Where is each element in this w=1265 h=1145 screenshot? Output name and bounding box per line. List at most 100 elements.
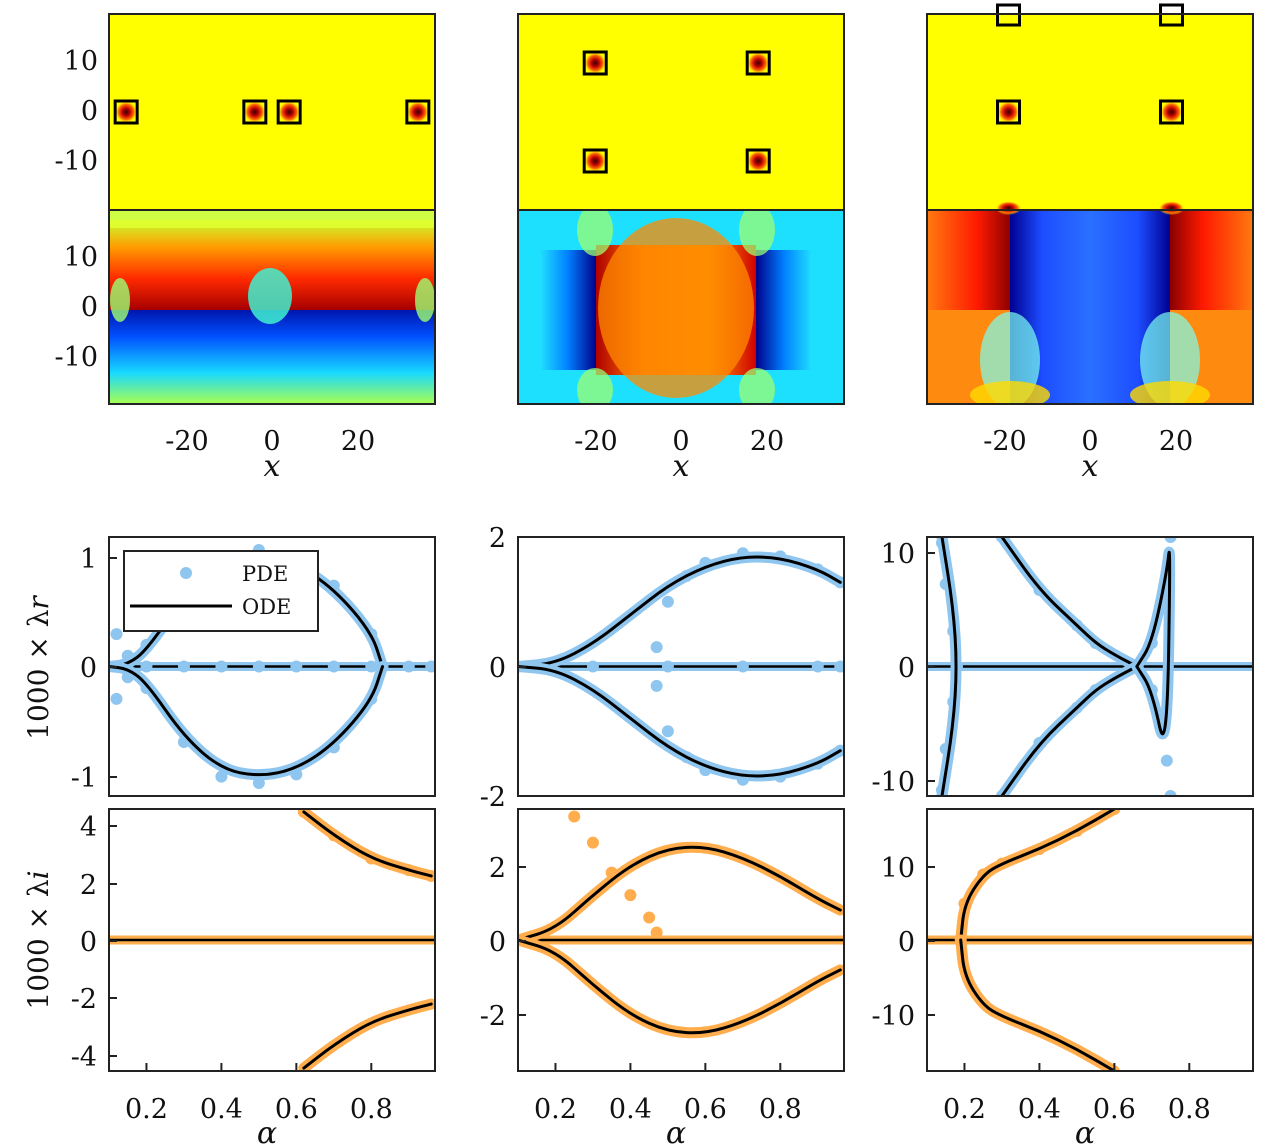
xtick-label: 0.8 <box>350 1094 393 1125</box>
xlabel-alpha: α <box>257 1116 277 1145</box>
legend-ode-label: ODE <box>242 595 291 619</box>
vortex-core-edge <box>995 201 1022 215</box>
xtick-c2-0: 0 <box>672 426 689 457</box>
ytick-label: 10 <box>881 539 915 570</box>
pde-point <box>650 926 663 939</box>
vortex-box <box>113 99 139 125</box>
vortex-box <box>582 148 608 174</box>
xtick-c3-20: 20 <box>1159 426 1193 457</box>
pde-point <box>215 660 228 673</box>
plot-real-3: 10 0 -10 <box>872 536 1254 798</box>
ytick-density-neg10: -10 <box>55 146 98 177</box>
vortex-core <box>747 52 770 74</box>
ode-branch-line <box>959 809 1116 942</box>
density-panels <box>109 14 1253 210</box>
ytick-label: 0 <box>80 653 97 684</box>
vortex-core <box>243 101 266 123</box>
xtick-label: 0.4 <box>609 1094 652 1125</box>
xtick-label: 0.4 <box>1018 1094 1061 1125</box>
pde-point <box>811 660 824 673</box>
ode-branch-line <box>518 665 842 778</box>
ytick-label: 2 <box>489 853 506 884</box>
ytick-label: -4 <box>71 1042 97 1073</box>
ytick-label: 10 <box>881 853 915 884</box>
ytick-phase-10: 10 <box>64 242 98 273</box>
phase-panel-1 <box>109 210 435 404</box>
ytick-label: 0 <box>80 927 97 958</box>
plot-real-2: 2 0 -2 <box>480 523 845 813</box>
ode-branch-line <box>1135 551 1172 736</box>
ytick-label: 1 <box>80 544 97 575</box>
pde-point <box>661 660 674 673</box>
pde-point <box>661 725 674 738</box>
ytick-label: 0 <box>489 927 506 958</box>
pde-point <box>834 660 844 673</box>
ode-branch-line <box>1000 665 1139 796</box>
ytick-label: 0 <box>898 653 915 684</box>
ode-branch-line-mirror <box>302 1002 433 1070</box>
density-panel-1 <box>109 14 435 210</box>
vortex-box <box>405 99 431 125</box>
density-panel-2 <box>518 14 844 210</box>
pde-point <box>650 641 663 654</box>
xtick-c3-0: 0 <box>1081 426 1098 457</box>
ode-branch-line <box>940 537 958 796</box>
xtick-label: 0.2 <box>125 1094 168 1125</box>
vortex-box <box>745 148 771 174</box>
xtick-c3-neg20: -20 <box>983 426 1026 457</box>
vortex-core <box>406 101 429 123</box>
pde-point <box>365 660 378 673</box>
ytick-density-0: 0 <box>81 96 98 127</box>
ode-branch-line <box>302 810 433 878</box>
pde-point <box>110 628 123 641</box>
xtick-label: 0.2 <box>534 1094 577 1125</box>
phase-panel-3 <box>927 210 1253 404</box>
vortex-core <box>997 101 1020 123</box>
vortex-core <box>115 101 138 123</box>
ytick-phase-0: 0 <box>81 292 98 323</box>
vortex-markers <box>113 3 1185 215</box>
ytick-label: -2 <box>480 1001 506 1032</box>
xlabel-alpha: α <box>666 1116 686 1145</box>
top-ytick-labels: 10 0 -10 10 0 -10 <box>55 46 98 373</box>
ytick-density-10: 10 <box>64 46 98 77</box>
vortex-box <box>582 50 608 76</box>
ytick-label: -1 <box>71 763 97 794</box>
ytick-label: -2 <box>71 984 97 1015</box>
ytick-label: 0 <box>898 927 915 958</box>
pde-point <box>1164 537 1177 543</box>
pde-point <box>1164 790 1177 796</box>
vortex-core <box>1160 101 1183 123</box>
pde-point <box>650 679 663 692</box>
ytick-label: -2 <box>480 782 506 813</box>
xlabel-c3: x <box>1082 449 1099 484</box>
legend-box <box>123 550 319 632</box>
pde-point <box>177 660 190 673</box>
xlabel-c1: x <box>264 449 281 484</box>
phase-panel-2 <box>518 210 844 404</box>
pde-point <box>643 911 656 924</box>
vortex-core <box>747 150 770 172</box>
pde-point <box>140 660 153 673</box>
xlabel-alpha: α <box>1075 1116 1095 1145</box>
ode-branch-line <box>1000 537 1139 668</box>
pde-point <box>252 660 265 673</box>
ylabel-imag: 1000 × λi <box>22 870 55 1009</box>
plot-imag-1: 4 2 0 -2 -4 0.2 0.4 0.6 0.8 α <box>71 808 436 1145</box>
xtick-label: 0.6 <box>1093 1094 1136 1125</box>
ytick-label: 4 <box>80 812 97 843</box>
xtick-c2-neg20: -20 <box>574 426 617 457</box>
xtick-c1-20: 20 <box>341 426 375 457</box>
density-panel-3 <box>927 14 1253 210</box>
xlabel-c2: x <box>673 449 690 484</box>
xtick-label: 0.8 <box>1168 1094 1211 1125</box>
top-xtick-labels: -20 0 20 x -20 0 20 x -20 0 20 x <box>165 426 1193 484</box>
xtick-c2-20: 20 <box>750 426 784 457</box>
ytick-label: 0 <box>489 653 506 684</box>
pde-point <box>661 595 674 608</box>
pde-point <box>425 660 435 673</box>
pde-point <box>736 660 749 673</box>
xtick-c1-neg20: -20 <box>165 426 208 457</box>
